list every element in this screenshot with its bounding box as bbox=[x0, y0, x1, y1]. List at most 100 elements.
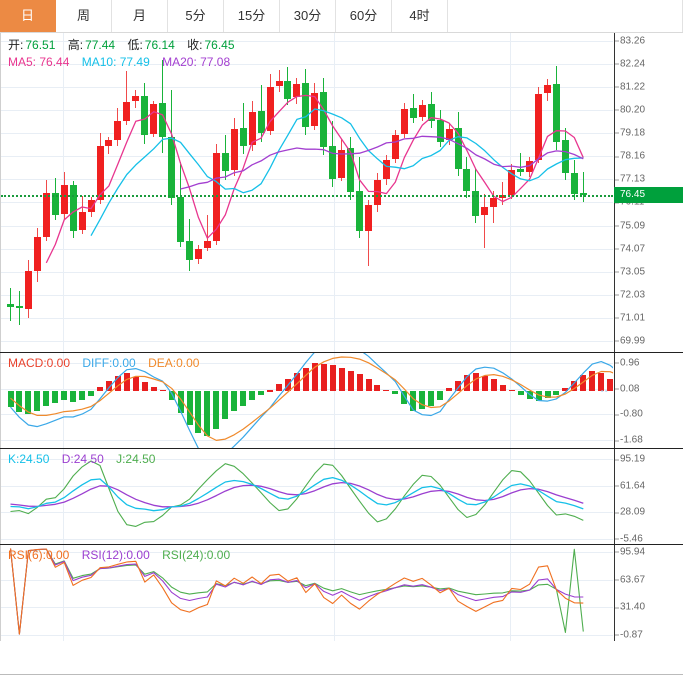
ma20-line bbox=[180, 135, 584, 190]
macd-histogram-bar bbox=[472, 372, 479, 391]
d-value: D:24.50 bbox=[61, 452, 104, 466]
candlestick bbox=[150, 33, 158, 352]
macd-histogram-bar bbox=[16, 391, 23, 413]
macd-histogram-bar bbox=[34, 391, 41, 412]
tab-1[interactable]: 周 bbox=[56, 0, 112, 32]
candlestick bbox=[7, 33, 14, 352]
open-value: 76.51 bbox=[25, 38, 56, 52]
k-value: K:24.50 bbox=[8, 452, 50, 466]
macd-histogram-bar bbox=[240, 391, 247, 406]
macd-histogram-bar bbox=[401, 391, 408, 405]
tab-5[interactable]: 30分 bbox=[280, 0, 336, 32]
price-panel: 83.2682.2481.2280.2079.1878.1677.1376.11… bbox=[0, 33, 683, 352]
macd-histogram-bar bbox=[249, 391, 256, 400]
axis-tick: 74.07 bbox=[615, 243, 645, 254]
macd-panel-left-border bbox=[0, 353, 1, 448]
axis-tick: 61.64 bbox=[615, 480, 645, 491]
gridline bbox=[1, 64, 613, 65]
candle-body bbox=[194, 249, 202, 260]
candle-body bbox=[177, 197, 185, 243]
candlestick bbox=[42, 33, 50, 352]
macd-histogram-bar bbox=[338, 367, 345, 391]
candle-body bbox=[490, 198, 498, 208]
rsi12-line bbox=[9, 548, 584, 635]
current-price-tag: 76.45 bbox=[614, 186, 683, 203]
macd-histogram-bar bbox=[446, 388, 453, 391]
candlestick bbox=[15, 33, 23, 352]
candle-body bbox=[508, 169, 516, 195]
candle-body bbox=[544, 85, 551, 93]
panel-separator-2 bbox=[0, 448, 683, 449]
candle-body bbox=[114, 121, 122, 141]
gridline bbox=[1, 459, 613, 460]
gridline bbox=[1, 512, 613, 513]
gridline bbox=[1, 363, 613, 364]
axis-tick: 31.40 bbox=[615, 602, 645, 613]
vertical-gridline bbox=[63, 353, 64, 448]
candle-body bbox=[239, 128, 247, 147]
candlestick bbox=[248, 33, 256, 352]
gridline bbox=[1, 249, 613, 250]
tab-bar-filler bbox=[448, 0, 683, 32]
candle-body bbox=[123, 102, 131, 122]
macd-diff-line bbox=[10, 353, 613, 448]
tab-2[interactable]: 月 bbox=[112, 0, 168, 32]
macd-histogram-bar bbox=[419, 391, 426, 410]
macd-zero-tail bbox=[601, 390, 609, 392]
price-legend: 开: 76.51 高: 77.44 低: 76.14 收: 76.45 MA5: 76.… bbox=[8, 36, 244, 69]
vertical-gridline bbox=[334, 353, 335, 448]
candlestick bbox=[347, 33, 355, 352]
candle-wick bbox=[520, 152, 522, 176]
candle-body bbox=[302, 82, 310, 127]
candlestick bbox=[257, 33, 265, 352]
axis-tick: -1.68 bbox=[615, 435, 643, 446]
candlestick bbox=[284, 33, 292, 352]
candle-body bbox=[436, 120, 444, 142]
candle-wick bbox=[126, 71, 128, 125]
macd-histogram-bar bbox=[88, 391, 95, 397]
macd-histogram-bar bbox=[553, 391, 560, 395]
vertical-gridline bbox=[510, 449, 511, 544]
candlestick bbox=[87, 33, 95, 352]
macd-histogram-bar bbox=[463, 374, 470, 391]
candlestick bbox=[114, 33, 122, 352]
candlestick bbox=[365, 33, 372, 352]
axis-tick: 81.22 bbox=[615, 81, 645, 92]
candle-body bbox=[570, 173, 578, 194]
macd-histogram-bar bbox=[186, 391, 193, 425]
candlestick bbox=[177, 33, 185, 352]
kdj-plot bbox=[1, 449, 613, 544]
macd-histogram-bar bbox=[499, 384, 506, 391]
macd-legend: MACD:0.00 DIFF:0.00 DEA:0.00 bbox=[8, 356, 208, 370]
axis-tick: 0.96 bbox=[615, 357, 639, 368]
macd-histogram-bar bbox=[141, 382, 148, 391]
gridline bbox=[1, 539, 613, 540]
macd-histogram-bar bbox=[177, 391, 184, 413]
candle-body bbox=[69, 184, 77, 231]
tab-6[interactable]: 60分 bbox=[336, 0, 392, 32]
tab-4[interactable]: 15分 bbox=[224, 0, 280, 32]
candle-body bbox=[42, 192, 50, 237]
candle-body bbox=[400, 108, 408, 134]
macd-histogram-bar bbox=[607, 379, 613, 391]
tab-3[interactable]: 5分 bbox=[168, 0, 224, 32]
candle-wick bbox=[18, 290, 20, 325]
vertical-gridline bbox=[510, 353, 511, 448]
tab-7[interactable]: 4时 bbox=[392, 0, 448, 32]
macd-histogram-bar bbox=[70, 391, 77, 403]
low-label: 低: bbox=[127, 38, 143, 52]
candlestick bbox=[275, 33, 283, 352]
candle-body bbox=[15, 305, 23, 308]
low-value: 76.14 bbox=[144, 38, 175, 52]
kdj-panel-left-border bbox=[0, 449, 1, 544]
rsi-panel: 95.94 63.67 31.40 -0.87 RSI(6):0.00 RSI(12)… bbox=[0, 545, 683, 641]
candlestick bbox=[69, 33, 77, 352]
tab-0[interactable]: 日 bbox=[0, 0, 56, 32]
macd-histogram-bar bbox=[517, 391, 524, 395]
macd-histogram-bar bbox=[428, 391, 435, 406]
candle-body bbox=[329, 146, 337, 179]
macd-histogram-bar bbox=[276, 383, 282, 391]
macd-histogram-bar bbox=[535, 391, 542, 402]
candle-body bbox=[472, 191, 480, 217]
macd-histogram-bar bbox=[598, 372, 605, 391]
